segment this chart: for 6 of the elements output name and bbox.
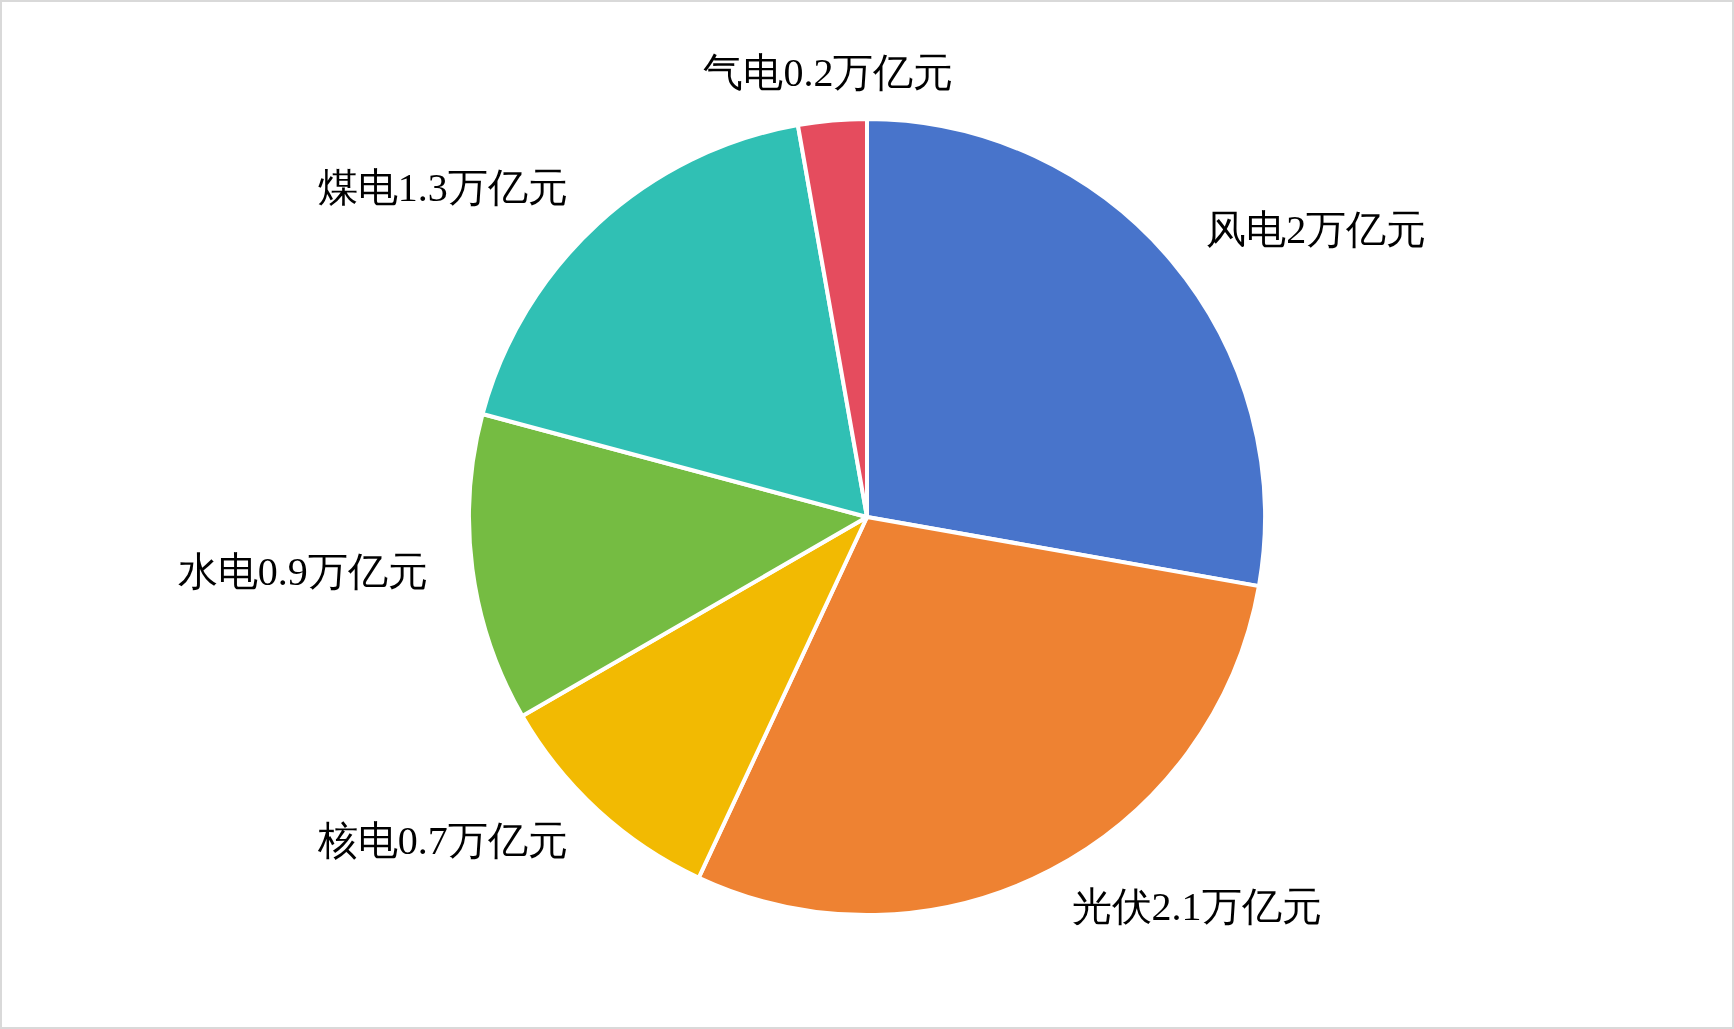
slice-label: 风电2万亿元 [1206, 206, 1427, 252]
slice-label: 核电0.7万亿元 [316, 818, 568, 864]
slice-label: 煤电1.3万亿元 [317, 164, 568, 210]
slice-label: 光伏2.1万亿元 [1071, 884, 1322, 930]
slice-label: 水电0.9万亿元 [177, 549, 428, 595]
slice-label: 气电0.2万亿元 [703, 50, 954, 96]
